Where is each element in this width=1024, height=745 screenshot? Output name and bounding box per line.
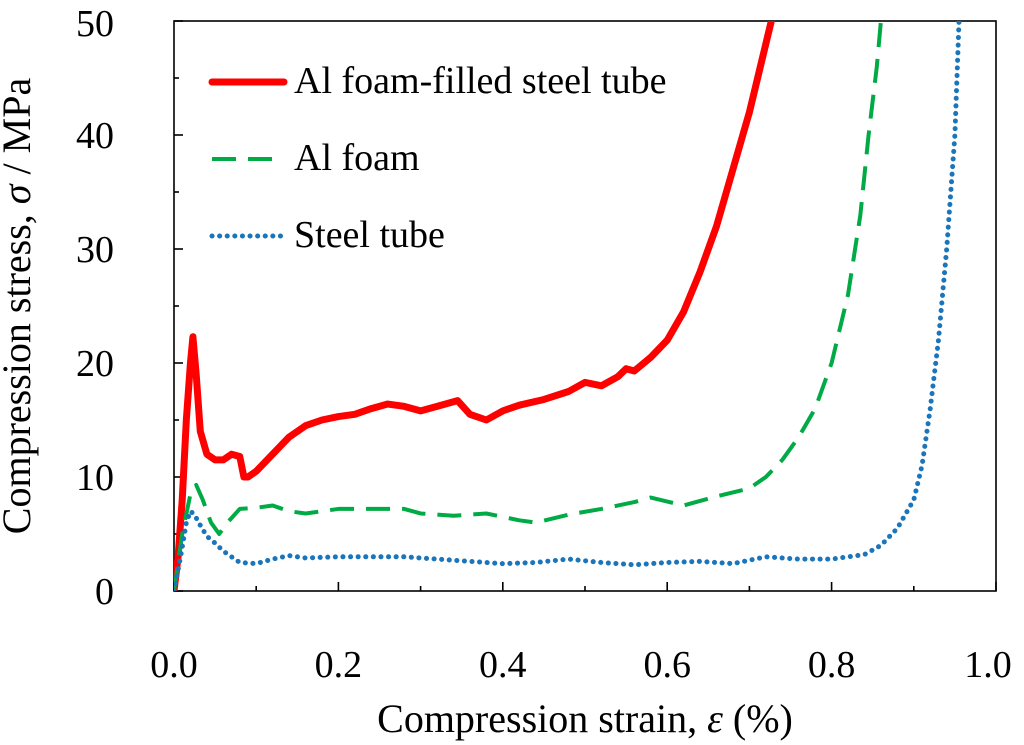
series-lines (174, 21, 962, 591)
x-tick-label-5: 1.0 (964, 644, 1012, 686)
legend-label-al-foam-filled-steel-tube: Al foam-filled steel tube (294, 60, 667, 102)
legend-label-steel-tube: Steel tube (294, 214, 445, 256)
x-tick-label-2: 0.4 (479, 644, 527, 686)
legend-label-al-foam: Al foam (294, 137, 420, 179)
series-line-steel-tube (174, 21, 962, 591)
series-line-al-foam-filled-steel-tube (174, 21, 775, 591)
x-tick-label-4: 0.8 (808, 644, 856, 686)
y-tick-label-5: 50 (76, 3, 114, 45)
x-tick-label-0: 0.0 (150, 644, 198, 686)
y-axis-title: Compression stress, σ / MPa (0, 78, 39, 535)
y-tick-label-0: 0 (95, 571, 114, 613)
x-tick-label-1: 0.2 (315, 644, 363, 686)
series-line-al-foam (174, 21, 883, 591)
y-tick-labels: 0 10 20 30 40 50 (76, 3, 114, 613)
x-tick-labels: 0.0 0.2 0.4 0.6 0.8 1.0 (150, 644, 1012, 686)
y-tick-label-2: 20 (76, 343, 114, 385)
y-tick-label-3: 30 (76, 229, 114, 271)
x-axis-title: Compression strain, ε (%) (377, 696, 793, 741)
legend: Al foam-filled steel tube Al foam Steel … (208, 60, 667, 256)
y-tick-label-4: 40 (76, 115, 114, 157)
x-tick-label-3: 0.6 (643, 644, 691, 686)
y-tick-label-1: 10 (76, 457, 114, 499)
